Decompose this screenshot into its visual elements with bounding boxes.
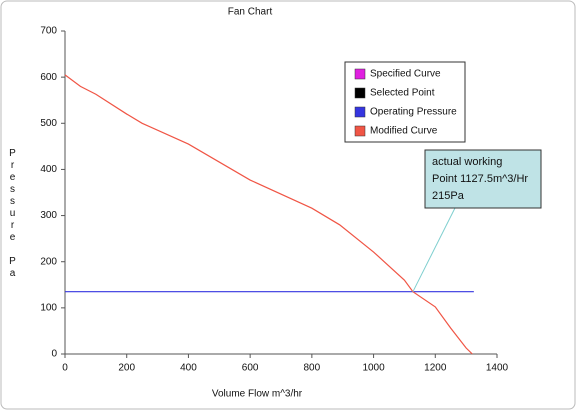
x-tick-label: 200 [118, 363, 135, 374]
y-tick-label: 100 [40, 302, 57, 313]
annotation-text: 215Pa [432, 190, 465, 202]
legend-swatch [354, 87, 366, 99]
x-tick-label: 400 [180, 363, 197, 374]
y-tick-label: 200 [40, 256, 57, 267]
y-tick-label: 0 [51, 349, 57, 360]
y-axis-label: Pressure Pa [7, 148, 18, 280]
x-tick-label: 0 [62, 363, 68, 374]
legend-swatch [354, 106, 366, 118]
series-line [64, 74, 473, 355]
y-tick-label: 400 [40, 164, 57, 175]
annotation-box [424, 149, 542, 209]
annotation-leader [412, 207, 456, 292]
legend-label: Selected Point [370, 88, 435, 99]
x-tick-label: 1000 [362, 363, 385, 374]
x-tick-label: 1200 [424, 363, 447, 374]
legend-swatch [354, 125, 366, 137]
x-axis-label: Volume Flow m^3/hr [212, 389, 303, 400]
legend-swatch [354, 68, 366, 80]
legend: Specified Curve Selected Point Operating P… [344, 61, 466, 143]
annotation-text: actual working [432, 156, 502, 168]
y-tick-label: 700 [40, 26, 57, 37]
legend-label: Specified Curve [370, 69, 441, 80]
y-tick-label: 300 [40, 210, 57, 221]
chart-title: Fan Chart [228, 7, 273, 18]
x-tick-label: 600 [242, 363, 259, 374]
x-tick-label: 1400 [486, 363, 509, 374]
legend-label: Operating Pressure [370, 107, 457, 118]
annotation-text: Point 1127.5m^3/Hr [432, 173, 528, 185]
y-tick-label: 600 [40, 72, 57, 83]
legend-label: Modified Curve [370, 126, 438, 137]
y-tick-label: 500 [40, 118, 57, 129]
x-tick-label: 800 [304, 363, 321, 374]
